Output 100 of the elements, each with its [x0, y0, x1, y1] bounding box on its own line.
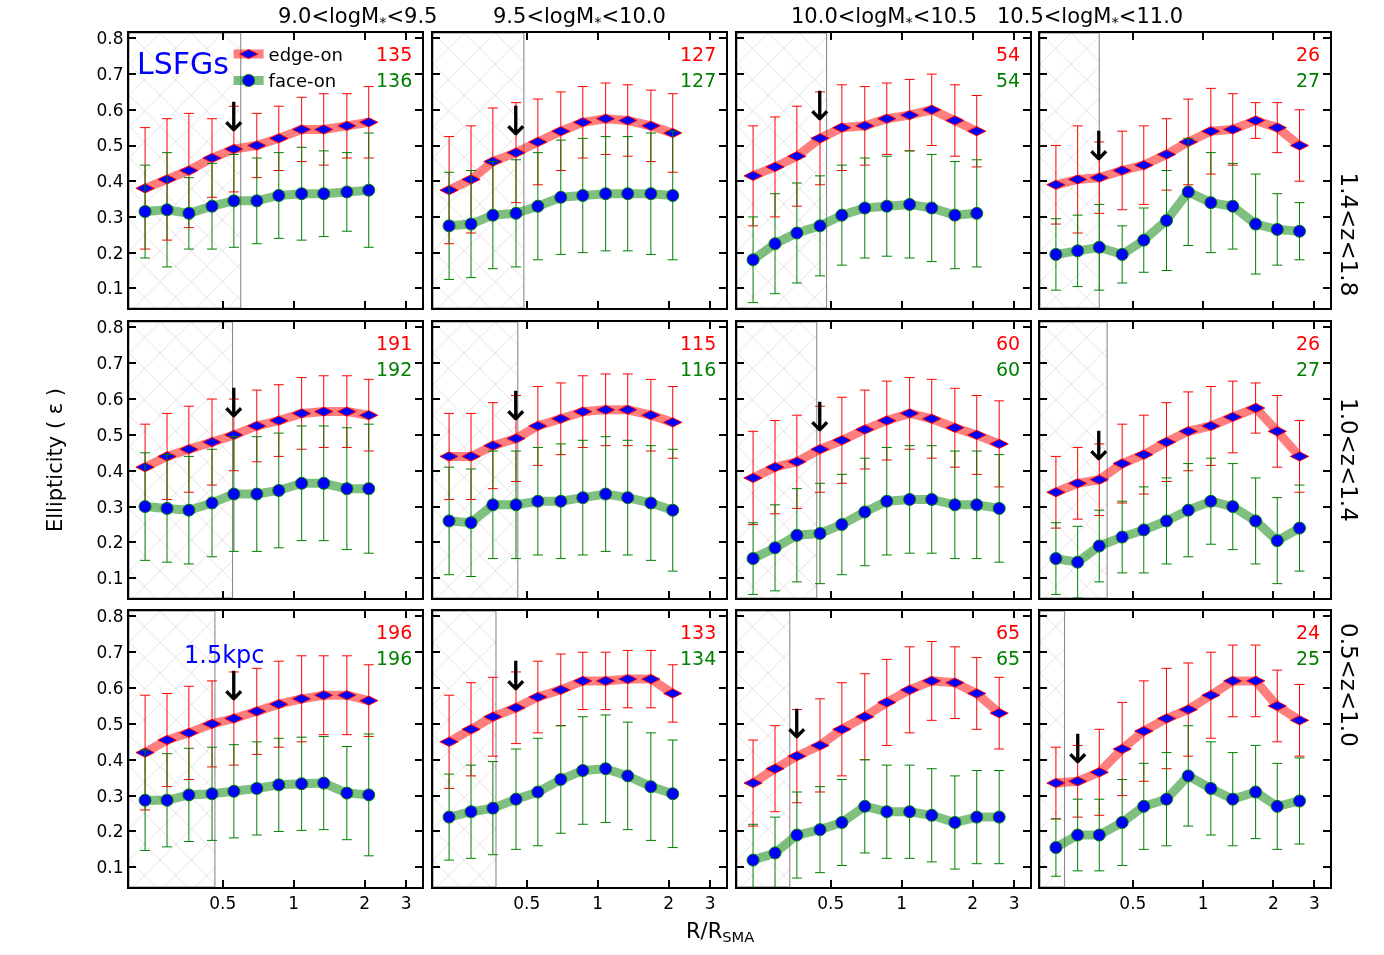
point [160, 793, 174, 807]
point [1071, 828, 1085, 842]
y-tick-label: 0.2 [96, 821, 124, 842]
point [858, 505, 872, 519]
y-tick-label: 0.8 [96, 606, 124, 627]
annotation: 115 [680, 332, 717, 354]
point [768, 541, 782, 555]
y-tick-label: 0.4 [96, 460, 124, 481]
y-tick-label: 0.7 [96, 642, 124, 663]
x-tick-label: 3 [1308, 893, 1320, 914]
point [442, 810, 456, 824]
y-tick-label: 0.1 [96, 857, 124, 878]
annotation: 191 [376, 332, 413, 354]
point [835, 208, 849, 222]
point [531, 785, 545, 799]
point [925, 808, 939, 822]
point [554, 494, 568, 508]
point [903, 492, 917, 506]
annotation: ↓ [803, 83, 837, 129]
point [464, 516, 478, 530]
point [160, 501, 174, 515]
point [1204, 196, 1218, 210]
point [295, 777, 309, 791]
point [486, 801, 500, 815]
point [205, 787, 219, 801]
point [746, 253, 760, 267]
x-tick-label: 1 [592, 893, 604, 914]
point [948, 208, 962, 222]
point [880, 494, 894, 508]
y-tick-label: 0.6 [96, 389, 124, 410]
legend-label: edge-on [268, 44, 343, 66]
annotation: ↓ [1082, 423, 1116, 469]
point [970, 206, 984, 220]
point [948, 815, 962, 829]
point [1270, 534, 1284, 548]
x-tick-label: 0.5 [817, 893, 845, 914]
point [138, 500, 152, 514]
point [621, 769, 635, 783]
point [182, 788, 196, 802]
point [1293, 521, 1306, 535]
point [1293, 794, 1306, 808]
point [1293, 224, 1306, 238]
point [970, 810, 984, 824]
annotation: LSFGs [137, 46, 229, 81]
x-tick-label: 1 [896, 893, 908, 914]
point [1181, 503, 1195, 517]
point [317, 187, 331, 201]
x-tick-label: 1 [1197, 893, 1209, 914]
point [362, 788, 376, 802]
annotation: 136 [376, 69, 413, 91]
y-tick-label: 0.3 [96, 785, 124, 806]
legend-label: face-on [268, 70, 337, 92]
point [858, 799, 872, 813]
point [880, 805, 894, 819]
chart-title: 9.0<logM$_{*}$<9.5 [278, 4, 438, 31]
point [362, 183, 376, 197]
point [1160, 214, 1173, 227]
point [768, 846, 782, 860]
point [666, 787, 680, 801]
point [295, 187, 309, 201]
annotation: 27 [1296, 358, 1321, 380]
point [813, 823, 827, 837]
annotation: 133 [680, 621, 717, 643]
point [138, 793, 152, 807]
point [790, 226, 804, 240]
point [599, 187, 613, 201]
x-tick-label: 2 [967, 893, 979, 914]
y2-axis-title: 1.0<z<1.4 [1336, 398, 1362, 522]
y-tick-label: 0.4 [96, 171, 124, 192]
annotation: ↓ [1082, 123, 1116, 169]
point [858, 201, 872, 215]
y-tick-label: 0.2 [96, 532, 124, 553]
annotation: 196 [376, 621, 413, 643]
point [442, 514, 456, 528]
point [903, 197, 917, 211]
point [554, 190, 568, 204]
point [666, 189, 680, 202]
x-tick-label: 0.5 [513, 893, 541, 914]
point [1092, 828, 1106, 842]
point [1249, 514, 1263, 528]
annotation: 65 [996, 621, 1021, 643]
annotation: 65 [996, 647, 1021, 669]
annotation: 127 [680, 69, 717, 91]
point [746, 552, 760, 566]
x-tick-label: 1 [288, 893, 300, 914]
x-tick-label: 2 [359, 893, 371, 914]
point [1092, 539, 1106, 553]
annotation: 54 [996, 69, 1021, 91]
x-tick-label: 3 [704, 893, 716, 914]
annotation: ↓ [1061, 726, 1095, 772]
point [1270, 799, 1284, 813]
y-tick-label: 0.8 [96, 28, 124, 49]
annotation: 192 [376, 358, 413, 380]
point [768, 237, 782, 251]
point [599, 762, 613, 776]
y-tick-label: 0.4 [96, 749, 124, 770]
point [205, 496, 219, 510]
point [1249, 217, 1263, 231]
x-tick-label: 3 [400, 893, 412, 914]
point [227, 784, 241, 798]
